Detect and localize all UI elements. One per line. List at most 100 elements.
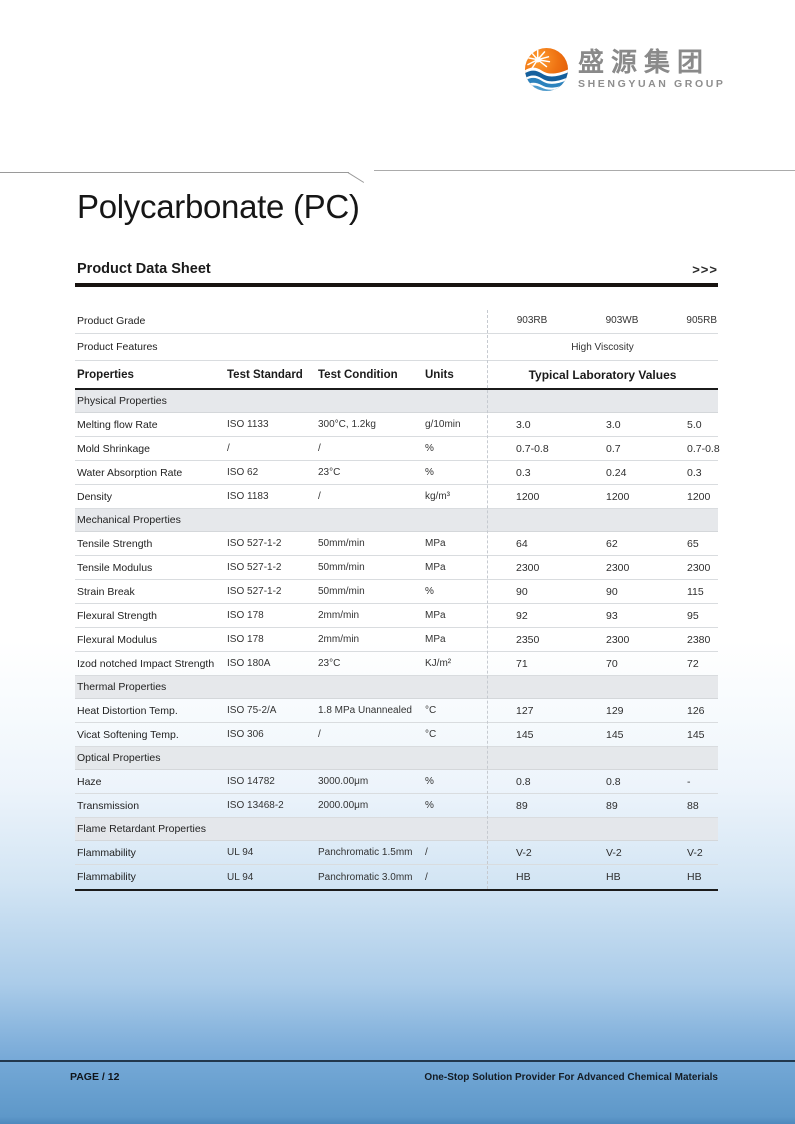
grade-903rb: 903RB (516, 315, 548, 326)
value-903wb: V-2 (606, 846, 622, 859)
table-sections: Physical Properties Melting flow Rate ISO … (75, 390, 720, 889)
table-section: Physical Properties Melting flow Rate ISO … (75, 390, 720, 509)
property-name: Strain Break (77, 585, 135, 598)
footer-band (0, 1062, 795, 1124)
test-condition: 2mm/min (318, 634, 360, 645)
value-903wb: 3.0 (606, 418, 621, 431)
units: / (425, 847, 428, 858)
property-name: Water Absorption Rate (77, 466, 183, 479)
value-905rb: 2380 (687, 633, 711, 646)
value-903wb: 93 (606, 609, 618, 622)
units: % (425, 586, 434, 597)
value-903wb: 90 (606, 585, 618, 598)
test-condition: Panchromatic 1.5mm (318, 847, 413, 858)
value-903rb: 2350 (516, 633, 540, 646)
test-condition: 50mm/min (318, 586, 365, 597)
test-standard: ISO 527-1-2 (227, 586, 282, 597)
spec-row: Density ISO 1183 / kg/m³ 1200 1200 1200 (75, 485, 718, 509)
value-903rb: 127 (516, 704, 534, 717)
property-name: Flammability (77, 846, 136, 859)
footer-rule (0, 1060, 795, 1062)
test-condition: 300°C, 1.2kg (318, 419, 376, 430)
test-standard: ISO 1183 (227, 491, 269, 502)
values-divider-dashed-line (487, 310, 488, 889)
value-903rb: 92 (516, 609, 528, 622)
test-condition: 2mm/min (318, 610, 360, 621)
spec-row: Haze ISO 14782 3000.00μm% 0.8 0.8 - (75, 770, 718, 794)
footer-tagline: One-Stop Solution Provider For Advanced … (424, 1072, 718, 1083)
test-standard: / (227, 443, 230, 454)
value-903wb: 2300 (606, 633, 630, 646)
test-standard: ISO 75-2/A (227, 705, 277, 716)
test-condition: Panchromatic 3.0mm (318, 871, 413, 883)
test-condition: 2000.00μm (318, 800, 369, 811)
units: °C (425, 705, 437, 716)
spec-row: Flammability UL 94 Panchromatic 1.5mm / V-2 V… (75, 841, 718, 865)
test-standard: ISO 1133 (227, 419, 269, 430)
spec-table: Product Grade 903RB 903WB 905RB Product … (75, 308, 720, 891)
value-905rb: 95 (687, 609, 699, 622)
table-bottom-rule (75, 889, 718, 891)
table-section: Optical Properties Haze ISO 14782 3000.00μm… (75, 747, 718, 818)
test-standard: ISO 306 (227, 729, 264, 740)
test-condition: 1.8 MPa Unannealed (318, 705, 412, 716)
property-name: Tensile Modulus (77, 561, 153, 574)
property-name: Flammability (77, 871, 136, 883)
footer-page-number: PAGE / 12 (70, 1071, 120, 1083)
units: °C (425, 729, 437, 740)
table-section: Mechanical Properties Tensile Strength ISO… (75, 509, 718, 676)
test-condition: 50mm/min (318, 562, 365, 573)
units: MPa (425, 634, 446, 645)
property-name: Mold Shrinkage (77, 442, 150, 455)
spec-row: Heat Distortion Temp. ISO 75-2/A 1.8 MPa U… (75, 699, 718, 723)
value-905rb: 65 (687, 537, 699, 550)
value-903wb: 2300 (606, 561, 630, 574)
units: kg/m³ (425, 491, 450, 502)
product-features-value: High Viscosity (571, 341, 634, 353)
spec-row: Tensile Modulus ISO 527-1-2 50mm/min MPa 230… (75, 556, 718, 580)
header-rule-diagonal (347, 172, 365, 183)
test-standard: ISO 14782 (227, 776, 275, 787)
value-903rb: 64 (516, 537, 528, 550)
test-standard: ISO 62 (227, 467, 259, 478)
grade-903wb: 903WB (605, 315, 639, 326)
subtitle: Product Data Sheet (77, 261, 211, 277)
value-903rb: V-2 (516, 846, 532, 859)
property-name: Izod notched Impact Strength (77, 657, 215, 670)
value-903rb: 90 (516, 585, 528, 598)
value-905rb: V-2 (687, 846, 703, 859)
test-standard: ISO 180A (227, 658, 271, 669)
test-standard: UL 94 (227, 871, 254, 883)
section-title: Physical Properties (75, 390, 718, 413)
property-name: Flexural Strength (77, 609, 157, 622)
table-section: Flame Retardant Properties Flammability UL… (75, 818, 718, 889)
header-typical-values: Typical Laboratory Values (528, 367, 677, 382)
table-header-row: Properties Test Standard Test Condition … (75, 361, 718, 390)
property-name: Transmission (77, 799, 140, 812)
value-905rb: 88 (687, 799, 699, 812)
spec-row: Flammability UL 94 Panchromatic 3.0mm / HB HB… (75, 865, 718, 889)
value-903wb: 1200 (606, 490, 630, 503)
value-905rb: 72 (687, 657, 699, 670)
product-grade-row: Product Grade 903RB 903WB 905RB (75, 308, 718, 334)
header-rule-left (0, 172, 349, 173)
chevrons-decoration: >>> (692, 262, 718, 277)
spec-row: Tensile Strength ISO 527-1-2 50mm/min MPa 64… (75, 532, 718, 556)
value-903wb: 0.7 (606, 442, 621, 455)
test-condition: 23°C (318, 467, 341, 478)
value-905rb: 5.0 (687, 418, 702, 431)
spec-row: Strain Break ISO 527-1-2 50mm/min% 90 90 115 (75, 580, 718, 604)
test-condition: 50mm/min (318, 538, 365, 549)
page-title: Polycarbonate (PC) (77, 188, 360, 225)
property-name: Melting flow Rate (77, 418, 158, 431)
value-905rb: 2300 (687, 561, 711, 574)
units: g/10min (425, 419, 461, 430)
units: / (425, 871, 428, 883)
header-rule-right (374, 170, 795, 171)
test-condition: 23°C (318, 658, 341, 669)
header-test-standard: Test Standard (227, 368, 303, 381)
value-903rb: 71 (516, 657, 528, 670)
value-905rb: 145 (687, 728, 705, 741)
property-name: Density (77, 490, 113, 503)
